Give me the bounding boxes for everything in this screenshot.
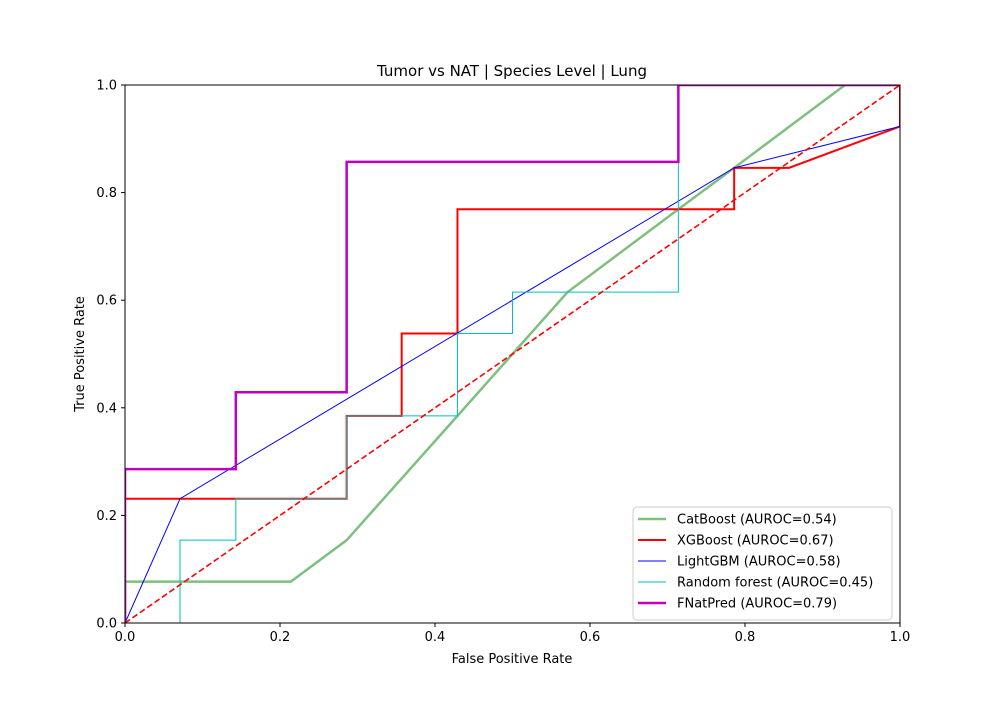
y-tick-label: 0.8 [96,186,117,201]
x-tick-label: 0.6 [580,630,601,645]
x-tick-label: 0.0 [115,630,136,645]
x-tick-label: 0.2 [270,630,291,645]
y-tick-label: 0.4 [96,401,117,416]
x-tick-label: 1.0 [890,630,911,645]
legend-label-1: XGBoost (AUROC=0.67) [677,534,834,549]
series-line-4 [125,85,900,623]
y-tick-label: 1.0 [96,79,117,94]
plot-area [125,85,900,623]
x-tick-label: 0.4 [425,630,446,645]
legend-label-2: LightGBM (AUROC=0.58) [677,555,841,570]
y-axis-label: True Positive Rate [73,296,88,413]
y-tick-label: 0.0 [96,617,117,632]
legend-label-3: Random forest (AUROC=0.45) [677,576,873,591]
diagonal-reference-line [125,85,900,623]
y-tick-label: 0.2 [96,509,117,524]
axes: 0.0 0.2 0.4 0.6 0.8 1.0 0.0 0.2 0.4 0.6 0.8 1.0 [96,79,910,646]
x-tick-label: 0.8 [735,630,756,645]
legend-box [632,506,893,621]
axes-frame [124,84,901,624]
series-line-3 [125,85,900,623]
legend-label-0: CatBoost (AUROC=0.54) [677,513,837,528]
y-tick-label: 0.6 [96,294,117,309]
x-axis-label: False Positive Rate [452,652,573,667]
series-line-2 [125,85,900,623]
chart-title: Tumor vs NAT | Species Level | Lung [376,62,647,80]
legend-label-4: FNatPred (AUROC=0.79) [677,597,837,612]
legend: CatBoost (AUROC=0.54) XGBoost (AUROC=0.67… [632,506,893,621]
